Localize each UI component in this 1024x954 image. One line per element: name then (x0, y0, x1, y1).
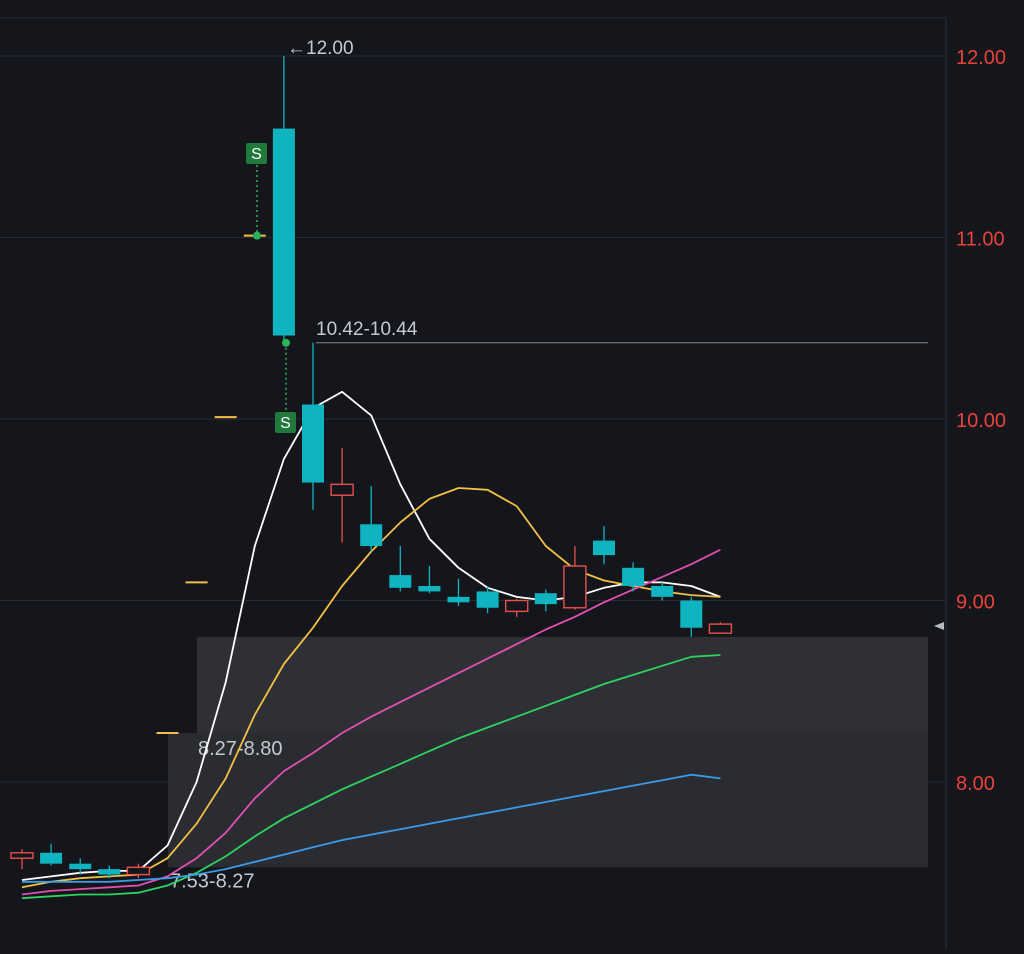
annotations: ←12.00 10.42-10.44 (287, 38, 928, 344)
candle-body (126, 866, 151, 876)
candle-body (360, 524, 383, 547)
ma-line (21, 654, 721, 900)
candle-body (505, 599, 529, 613)
candle-body (651, 585, 674, 597)
candle-body (680, 600, 703, 628)
annotation-label: ←12.00 (287, 38, 354, 59)
candle-body (330, 483, 354, 496)
sell-marker-box (275, 412, 296, 433)
zone-rect (197, 636, 928, 733)
candle-body (418, 585, 441, 592)
support-zones: 8.27-8.80 7.53-8.27 (168, 636, 928, 892)
ma-line (22, 773, 721, 883)
sell-marker-label: S (280, 415, 291, 432)
marker-dot (282, 338, 290, 347)
annotation-label: 10.42-10.44 (316, 319, 418, 340)
y-axis[interactable]: 12.00 11.00 10.00 9.00 8.00 (934, 47, 1006, 795)
candle-body (272, 128, 295, 336)
zone-label: 7.53-8.27 (170, 870, 255, 892)
candle-body (534, 593, 557, 605)
trade-markers: SS (246, 143, 296, 433)
candle-body (98, 869, 121, 875)
candle-body (476, 591, 499, 608)
candle-body (302, 404, 324, 483)
sell-marker-box (246, 143, 267, 164)
candle-body (593, 540, 615, 556)
y-tick-label: 8.00 (956, 773, 995, 795)
candle-body (622, 567, 645, 586)
candle-body (10, 852, 34, 859)
candle-body (40, 852, 63, 864)
candle-body (69, 863, 92, 870)
candle-body (708, 623, 733, 634)
current-price-pointer (934, 622, 944, 630)
ma-line (21, 548, 721, 896)
y-tick-label: 9.00 (956, 592, 995, 614)
candle-body (447, 596, 470, 603)
marker-dot (253, 231, 261, 240)
y-tick-label: 12.00 (956, 47, 1006, 69)
candle-body (563, 565, 587, 609)
y-tick-label: 10.00 (956, 410, 1006, 432)
candles (10, 56, 733, 879)
grid-lines (0, 17, 947, 949)
y-tick-label: 11.00 (956, 229, 1005, 251)
candle-body (389, 575, 412, 588)
zone-rect (168, 732, 928, 868)
sell-marker-label: S (251, 146, 262, 163)
zone-label: 8.27-8.80 (198, 738, 283, 760)
